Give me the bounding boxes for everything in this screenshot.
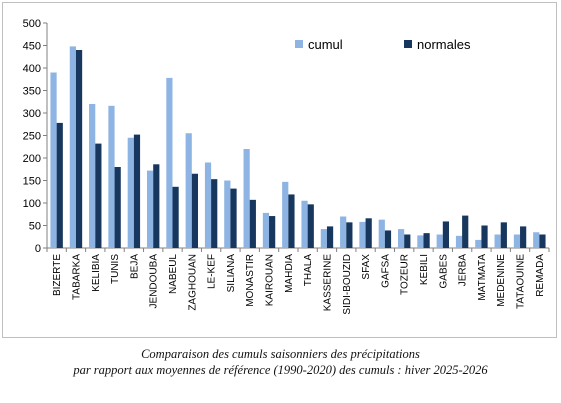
bar-normales — [269, 216, 276, 248]
bar-normales — [230, 188, 237, 248]
y-tick-label: 200 — [23, 153, 41, 165]
bar-cumul — [69, 46, 76, 249]
y-tick-label: 250 — [23, 131, 41, 143]
x-category-label: JENDOUBA — [149, 254, 160, 309]
bar-cumul — [340, 216, 347, 248]
x-category-label: MONASTIR — [245, 254, 256, 307]
x-category-label: NABEUL — [168, 254, 179, 294]
bar-cumul — [513, 234, 521, 248]
x-category-label: MATMATA — [477, 254, 488, 301]
x-category-label: BIZERTE — [52, 254, 63, 296]
bar-cumul — [204, 162, 212, 248]
bar-cumul — [166, 77, 173, 249]
bar-normales — [404, 234, 411, 248]
bar-normales — [520, 226, 527, 248]
x-category-label: KASSERINE — [322, 254, 333, 312]
bar-normales — [326, 226, 334, 248]
bar-normales — [365, 218, 372, 248]
x-category-label: LE-KEF — [207, 254, 218, 289]
bar-cumul — [417, 235, 424, 248]
legend-label-normales: normales — [417, 37, 471, 52]
bar-normales — [307, 204, 314, 248]
bar-normales — [191, 173, 199, 248]
x-category-label: MAHDIA — [284, 254, 295, 293]
x-category-label: JERBA — [458, 254, 469, 287]
x-category-label: KAIROUAN — [265, 254, 276, 306]
bar-normales — [133, 134, 141, 248]
y-tick-label: 150 — [23, 176, 41, 188]
bar-cumul — [301, 200, 308, 248]
legend-swatch-normales — [404, 40, 412, 48]
bar-cumul — [320, 229, 327, 248]
x-category-label: TOZEUR — [400, 254, 411, 295]
bar-normales — [384, 230, 392, 248]
legend-label-cumul: cumul — [308, 37, 343, 52]
y-tick-label: 300 — [23, 108, 41, 120]
x-category-label: KELIBIA — [91, 254, 102, 292]
x-category-label: SILIANA — [226, 254, 237, 293]
bar-normales — [288, 194, 295, 248]
y-tick-label: 50 — [29, 221, 41, 233]
bar-normales — [442, 221, 450, 248]
y-tick-label: 400 — [23, 63, 41, 75]
x-category-label: SIDI-BOUZID — [342, 254, 353, 315]
bar-chart: 0 50 100 150 200 250 300 350 400 450 500 BIZERTE TAB… — [23, 18, 550, 315]
bar-cumul — [262, 212, 270, 248]
bar-normales — [153, 164, 160, 248]
bar-normales — [481, 225, 488, 248]
y-tick-label: 450 — [23, 41, 41, 53]
x-category-label: GAFSA — [380, 254, 391, 288]
caption-line-1: Comparaison des cumuls saisonniers des p… — [141, 347, 420, 361]
y-tick-label: 350 — [23, 86, 41, 98]
x-category-label: ZAGHOUAN — [187, 254, 198, 311]
bar-cumul — [224, 180, 231, 248]
bar-cumul — [146, 170, 154, 248]
x-category-label: MEDENINE — [496, 254, 507, 307]
bar-normales — [75, 50, 83, 248]
bar-normales — [95, 143, 102, 248]
bar-normales — [423, 233, 430, 248]
x-category-label: REMADA — [535, 254, 546, 297]
x-category-label: SFAX — [361, 254, 372, 280]
bar-cumul — [185, 133, 192, 248]
bar-cumul — [359, 221, 366, 248]
bar-normales — [114, 167, 121, 248]
y-tick-label: 0 — [35, 243, 41, 255]
caption-line-2: par rapport aux moyennes de référence (1… — [73, 363, 488, 377]
bar-cumul — [243, 149, 250, 248]
bar-cumul — [455, 235, 463, 248]
bar-cumul — [475, 239, 482, 248]
bar-cumul — [50, 72, 57, 248]
bar-normales — [249, 199, 256, 248]
bar-cumul — [89, 104, 96, 248]
x-category-label: TABARKA — [71, 254, 82, 300]
x-category-label: GABES — [438, 254, 449, 289]
y-tick-label: 500 — [23, 18, 41, 30]
y-tick-label: 100 — [23, 198, 41, 210]
bar-normales — [172, 186, 179, 248]
bar-cumul — [397, 229, 405, 248]
legend-swatch-cumul — [295, 40, 303, 48]
bar-cumul — [378, 219, 385, 248]
x-category-label: KEBILI — [419, 254, 430, 285]
x-category-label: TUNIS — [110, 254, 121, 284]
bar-normales — [56, 122, 63, 248]
bar-cumul — [127, 137, 134, 248]
bar-cumul — [533, 232, 540, 248]
bar-normales — [539, 234, 546, 248]
bar-normales — [462, 215, 469, 248]
bar-normales — [500, 222, 507, 248]
bar-cumul — [108, 105, 115, 248]
bar-cumul — [494, 234, 501, 248]
x-category-label: TATAOUINE — [516, 254, 527, 309]
bar-cumul — [282, 181, 289, 248]
bar-normales — [346, 222, 353, 248]
x-category-label: THALA — [303, 254, 314, 287]
bar-normales — [211, 179, 218, 248]
x-category-label: BEJA — [129, 254, 140, 279]
bar-cumul — [436, 234, 443, 248]
